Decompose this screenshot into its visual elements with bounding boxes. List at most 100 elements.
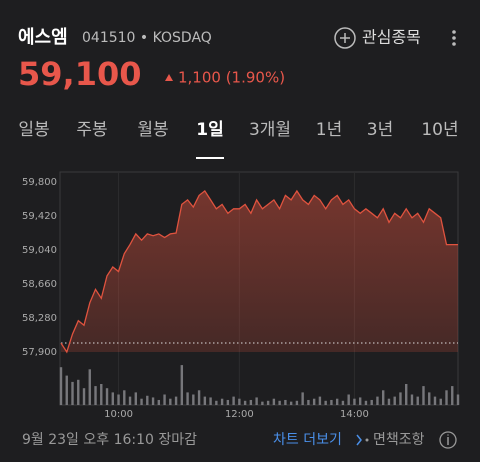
volume-bar bbox=[215, 400, 218, 405]
volume-bar bbox=[186, 392, 189, 405]
volume-bar bbox=[410, 394, 414, 405]
volume-bar bbox=[261, 401, 264, 405]
tab-underline bbox=[196, 157, 224, 159]
dot bbox=[452, 30, 456, 34]
volume-bar bbox=[335, 398, 339, 405]
volume-bar bbox=[387, 398, 391, 405]
volume-bar bbox=[94, 386, 97, 405]
volume-bar bbox=[272, 398, 276, 405]
volume-bar bbox=[146, 395, 149, 405]
info-circle bbox=[439, 431, 457, 449]
volume-bar bbox=[226, 399, 230, 405]
volume-bar bbox=[399, 392, 402, 405]
x-tick-label: 10:00 bbox=[104, 409, 133, 420]
volume-bar bbox=[100, 384, 103, 405]
volume-bar bbox=[134, 392, 137, 405]
menu-button[interactable] bbox=[452, 30, 456, 46]
volume-bar bbox=[347, 394, 350, 405]
volume-bar bbox=[370, 399, 373, 405]
tab[interactable]: 일봉 bbox=[18, 120, 49, 140]
disclaimer-link[interactable]: 면책조항 bbox=[373, 432, 425, 448]
volume-bar bbox=[209, 397, 212, 405]
stock-name: 에스엠 bbox=[18, 27, 68, 48]
volume-bar bbox=[364, 400, 368, 405]
chart: 57,900 58,280 58,660 59,040 59,420 59,800 10:0… bbox=[22, 172, 460, 420]
volume-bar bbox=[301, 392, 304, 405]
volume-bar bbox=[128, 396, 132, 405]
tab[interactable]: 3개월 bbox=[249, 120, 291, 140]
volume-bar bbox=[284, 399, 287, 405]
plus-icon bbox=[334, 27, 356, 49]
volume-bar bbox=[382, 390, 385, 405]
volume-bar bbox=[82, 388, 86, 405]
volume-bar bbox=[433, 396, 437, 405]
tab[interactable]: 10년 bbox=[421, 120, 458, 140]
volume-bar bbox=[358, 397, 362, 405]
volume-bar bbox=[312, 398, 316, 405]
x-tick-label: 12:00 bbox=[225, 409, 254, 420]
volume-bar bbox=[59, 367, 63, 405]
volume-bar bbox=[111, 392, 114, 405]
volume-bar bbox=[289, 401, 293, 405]
volume-bar bbox=[324, 400, 327, 405]
tab[interactable]: 주봉 bbox=[76, 120, 107, 140]
watch-label: 관심종목 bbox=[362, 28, 421, 47]
volume-bar bbox=[140, 398, 143, 405]
volume-bar bbox=[330, 399, 333, 405]
info-icon[interactable] bbox=[439, 431, 457, 449]
volume-bar bbox=[405, 384, 408, 405]
volume-bar bbox=[353, 398, 356, 405]
volume-bar bbox=[341, 400, 345, 405]
volume-bar bbox=[71, 381, 74, 405]
tab[interactable]: 1일 bbox=[196, 120, 223, 140]
volume-bar bbox=[105, 388, 109, 405]
volume-bar bbox=[174, 396, 178, 405]
more-chart-link[interactable]: 차트 더보기 bbox=[273, 432, 342, 448]
market-status: 9월 23일 오후 16:10 장마감 bbox=[22, 432, 197, 448]
period-tabs: 일봉 주봉 월봉 1일 3개월 1년 3년 10년 bbox=[18, 120, 459, 159]
volume-bar bbox=[163, 394, 166, 405]
volume-bar bbox=[169, 398, 172, 405]
volume-bar bbox=[238, 398, 241, 405]
volume-bar bbox=[243, 400, 247, 405]
volume-bar bbox=[428, 392, 431, 405]
y-tick-label: 57,900 bbox=[22, 347, 57, 358]
separator bbox=[365, 438, 369, 442]
plus-sign bbox=[340, 33, 350, 43]
volume-bar bbox=[278, 400, 281, 405]
volume-bar bbox=[255, 397, 258, 405]
volume-bar bbox=[117, 394, 120, 405]
up-arrow bbox=[165, 74, 173, 81]
tab[interactable]: 월봉 bbox=[137, 120, 168, 140]
volume-bar bbox=[416, 396, 419, 405]
volume-bar bbox=[295, 400, 299, 405]
tab[interactable]: 3년 bbox=[367, 120, 393, 140]
volume-bar bbox=[307, 399, 310, 405]
watch-button[interactable]: 관심종목 bbox=[334, 27, 421, 49]
volume-bar bbox=[220, 398, 224, 405]
y-tick-label: 59,040 bbox=[22, 245, 57, 256]
volume-bar bbox=[180, 365, 184, 405]
volume-bar bbox=[393, 396, 396, 405]
volume-bar bbox=[203, 396, 207, 405]
price-change: 1,100 (1.90%) bbox=[178, 69, 285, 87]
volume-bar bbox=[88, 369, 91, 405]
y-tick-label: 59,800 bbox=[22, 177, 57, 188]
volume-bar bbox=[376, 396, 379, 405]
volume-bar bbox=[318, 396, 322, 405]
tab[interactable]: 1년 bbox=[316, 120, 342, 140]
volume-bar bbox=[456, 394, 460, 405]
price-line bbox=[60, 189, 458, 354]
volume-bar bbox=[439, 398, 442, 405]
volume-bar bbox=[422, 386, 425, 405]
volume-bar bbox=[451, 386, 454, 405]
stock-code: 041510 • KOSDAQ bbox=[82, 30, 212, 46]
volume-bar bbox=[77, 379, 80, 405]
volume-bar bbox=[192, 394, 195, 405]
volume-bar bbox=[65, 375, 68, 405]
volume-bar bbox=[157, 399, 161, 405]
y-tick-label: 58,280 bbox=[22, 313, 57, 324]
volume-bar bbox=[197, 390, 201, 405]
volume-bar bbox=[151, 397, 155, 405]
